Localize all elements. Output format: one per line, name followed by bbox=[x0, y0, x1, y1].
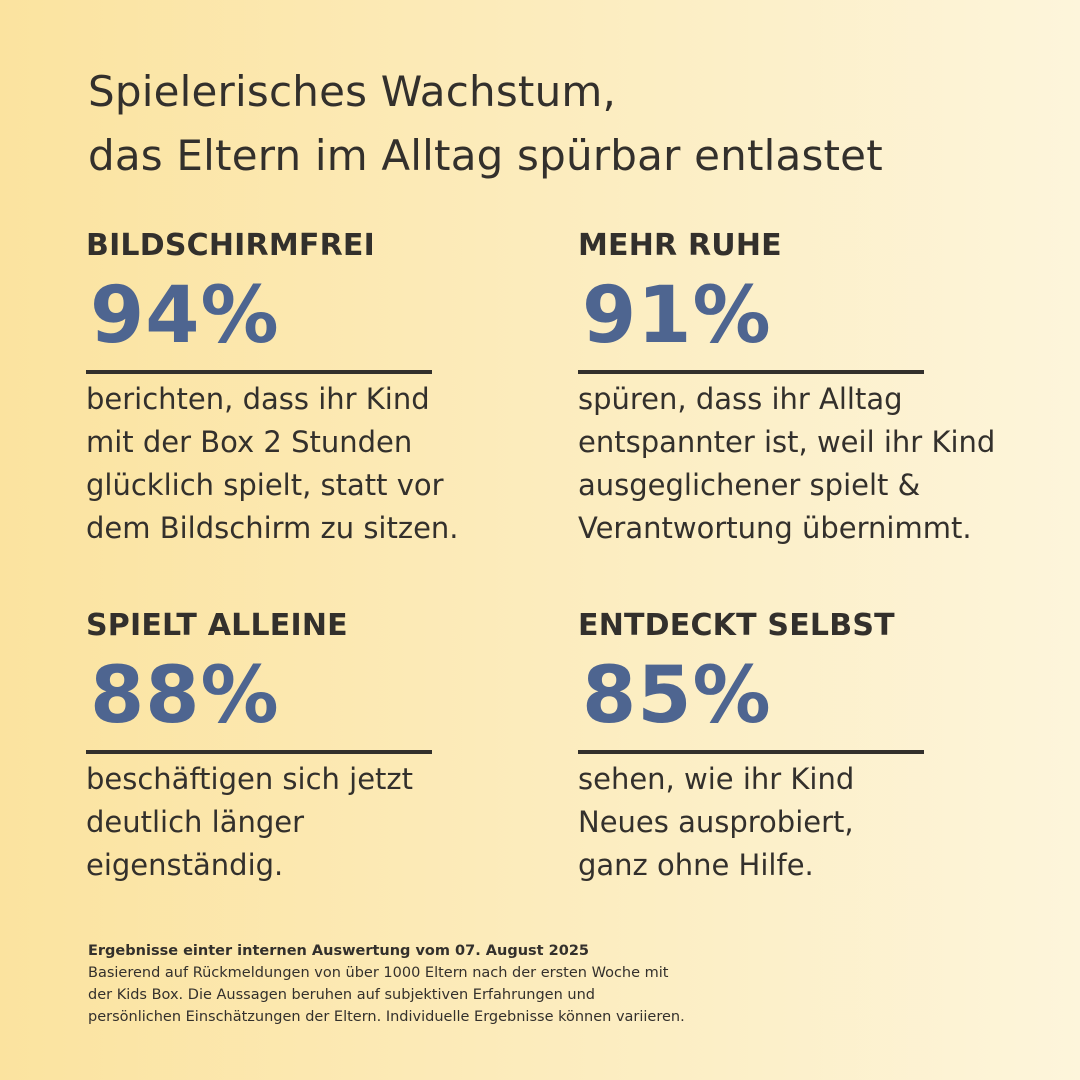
stat-title: BILDSCHIRMFREI bbox=[86, 228, 375, 263]
stat-description-line: Neues ausprobiert, bbox=[578, 805, 854, 839]
footnote-line: persönlichen Einschätzungen der Eltern. … bbox=[88, 1009, 685, 1025]
footnote-title: Ergebnisse einter internen Auswertung vo… bbox=[88, 943, 589, 959]
stat-description-line: deutlich länger bbox=[86, 805, 305, 839]
stat-description: berichten, dass ihr Kind mit der Box 2 S… bbox=[86, 378, 526, 550]
stat-description: spüren, dass ihr Alltag entspannter ist,… bbox=[578, 378, 1018, 550]
stat-divider bbox=[86, 750, 432, 754]
stat-divider bbox=[578, 750, 924, 754]
stat-card-spielt-alleine: SPIELT ALLEINE 88% beschäftigen sich jet… bbox=[86, 608, 526, 882]
stat-description-line: spüren, dass ihr Alltag bbox=[578, 382, 903, 416]
stat-card-bildschirmfrei: BILDSCHIRMFREI 94% berichten, dass ihr K… bbox=[86, 228, 526, 545]
stat-description: sehen, wie ihr Kind Neues ausprobiert, g… bbox=[578, 758, 1018, 887]
footnote-line: der Kids Box. Die Aussagen beruhen auf s… bbox=[88, 987, 595, 1003]
stat-description-line: berichten, dass ihr Kind bbox=[86, 382, 430, 416]
stat-description: beschäftigen sich jetzt deutlich länger … bbox=[86, 758, 526, 887]
stat-description-line: entspannter ist, weil ihr Kind bbox=[578, 425, 996, 459]
headline-line-1: Spielerisches Wachstum, bbox=[88, 67, 617, 116]
stat-card-mehr-ruhe: MEHR RUHE 91% spüren, dass ihr Alltag en… bbox=[578, 228, 1018, 545]
stat-description-line: ganz ohne Hilfe. bbox=[578, 848, 814, 882]
stat-description-line: eigenständig. bbox=[86, 848, 284, 882]
stat-divider bbox=[86, 370, 432, 374]
stat-divider bbox=[578, 370, 924, 374]
stat-description-line: ausgeglichener spielt & bbox=[578, 468, 921, 502]
footnote: Ergebnisse einter internen Auswertung vo… bbox=[88, 940, 788, 1028]
stat-title: MEHR RUHE bbox=[578, 228, 782, 263]
stat-description-line: Verantwortung übernimmt. bbox=[578, 511, 972, 545]
stat-description-line: dem Bildschirm zu sitzen. bbox=[86, 511, 459, 545]
stat-description-line: sehen, wie ihr Kind bbox=[578, 762, 855, 796]
stat-percentage: 91% bbox=[582, 271, 772, 361]
stat-title: ENTDECKT SELBST bbox=[578, 608, 895, 643]
stat-percentage: 88% bbox=[90, 651, 280, 741]
stat-description-line: mit der Box 2 Stunden bbox=[86, 425, 413, 459]
headline-line-2: das Eltern im Alltag spürbar entlastet bbox=[88, 131, 883, 180]
stat-description-line: glücklich spielt, statt vor bbox=[86, 468, 444, 502]
stat-title: SPIELT ALLEINE bbox=[86, 608, 348, 643]
stat-percentage: 94% bbox=[90, 271, 280, 361]
stat-card-entdeckt-selbst: ENTDECKT SELBST 85% sehen, wie ihr Kind … bbox=[578, 608, 1018, 882]
stat-description-line: beschäftigen sich jetzt bbox=[86, 762, 414, 796]
stat-percentage: 85% bbox=[582, 651, 772, 741]
headline: Spielerisches Wachstum, das Eltern im Al… bbox=[88, 60, 1048, 188]
footnote-line: Basierend auf Rückmeldungen von über 100… bbox=[88, 965, 669, 981]
